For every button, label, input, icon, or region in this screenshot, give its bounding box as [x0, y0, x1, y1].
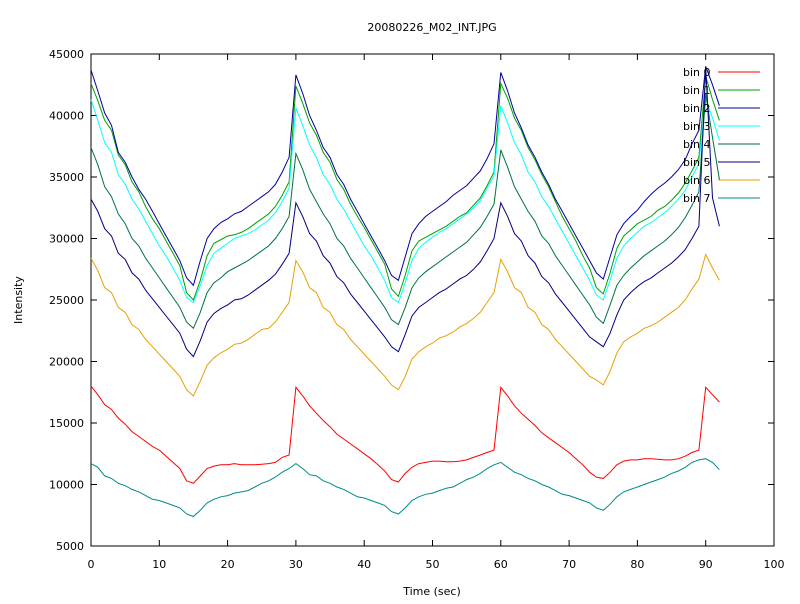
y-axis: 5000 10000 15000 20000 25000 30000 35000 40000 4…: [49, 48, 774, 553]
series-line-bin-5: [90, 67, 720, 358]
series-line-bin-1: [90, 75, 720, 301]
x-tick-label: 70: [562, 558, 576, 571]
y-tick-label: 35000: [49, 171, 84, 184]
y-tick-label: 20000: [49, 356, 84, 369]
legend-label-bin-2: bin 2: [683, 102, 711, 115]
x-tick-label: 90: [699, 558, 713, 571]
y-tick-label: 40000: [49, 110, 84, 123]
x-tick-label: 30: [289, 558, 303, 571]
x-tick-label: 80: [630, 558, 644, 571]
x-tick-label: 100: [764, 558, 785, 571]
legend-label-bin-7: bin 7: [683, 192, 711, 205]
legend-label-bin-4: bin 4: [683, 138, 711, 151]
x-axis-label: Time (sec): [402, 585, 461, 598]
x-tick-label: 40: [357, 558, 371, 571]
x-tick-label: 50: [426, 558, 440, 571]
series-line-bin-7: [90, 458, 720, 518]
x-tick-label: 20: [221, 558, 235, 571]
x-axis: 0 10 20 30 40 50 60 70 80 90 100: [88, 54, 785, 571]
y-tick-label: 10000: [49, 479, 84, 492]
legend-label-bin-5: bin 5: [683, 156, 711, 169]
legend-label-bin-3: bin 3: [683, 120, 711, 133]
legend-label-bin-1: bin 1: [683, 84, 711, 97]
x-tick-label: 10: [152, 558, 166, 571]
y-axis-label: Intensity: [12, 276, 25, 324]
x-tick-label: 0: [88, 558, 95, 571]
y-tick-label: 15000: [49, 417, 84, 430]
series-line-bin-2: [90, 66, 720, 287]
x-tick-label: 60: [494, 558, 508, 571]
series-line-bin-4: [90, 93, 720, 330]
y-tick-label: 25000: [49, 294, 84, 307]
chart-title: 20080226_M02_INT.JPG: [367, 21, 496, 34]
series-line-bin-3: [90, 99, 720, 304]
legend-label-bin-6: bin 6: [683, 174, 711, 187]
y-tick-label: 5000: [56, 540, 84, 553]
y-tick-label: 30000: [49, 233, 84, 246]
legend: bin 0 bin 1 bin 2 bin 3 bin 4 bin 5 bin 6 bin 7: [683, 66, 760, 205]
series-line-bin-0: [90, 385, 720, 484]
series-line-bin-6: [90, 253, 720, 397]
y-tick-label: 45000: [49, 48, 84, 61]
legend-label-bin-0: bin 0: [683, 66, 711, 79]
series-lines: [90, 66, 720, 518]
